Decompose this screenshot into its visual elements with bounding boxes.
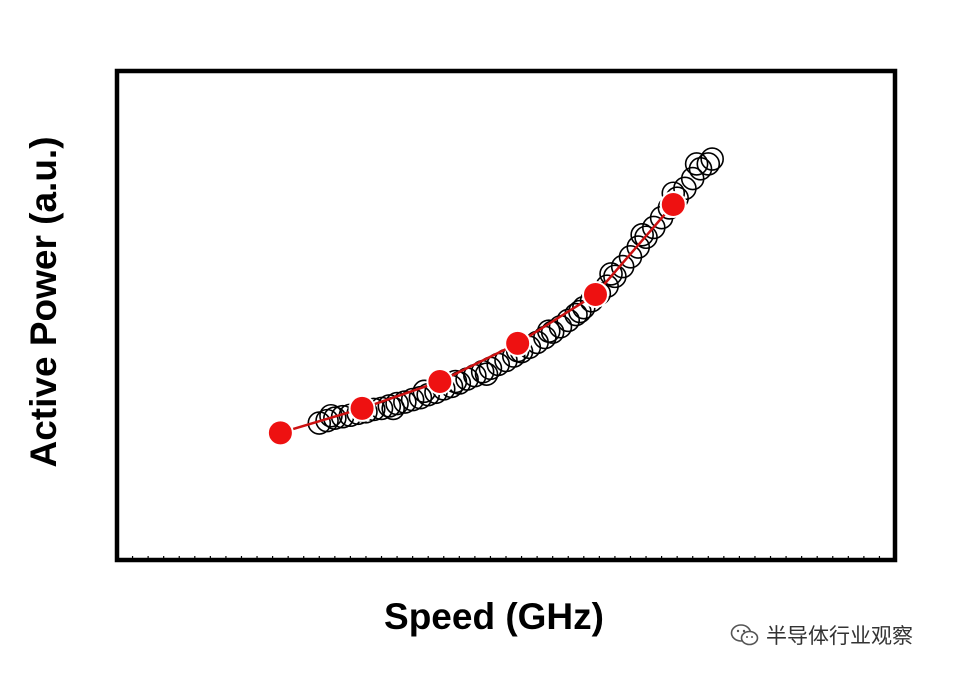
watermark: 半导体行业观察 [730, 620, 913, 650]
y-axis-label: Active Power (a.u.) [23, 136, 65, 467]
plot-frame [117, 71, 895, 560]
wechat-icon [730, 623, 760, 647]
model-point [350, 396, 375, 421]
model-point [427, 369, 452, 394]
x-axis-label: Speed (GHz) [384, 596, 604, 638]
watermark-text: 半导体行业观察 [766, 620, 913, 650]
model-point [268, 420, 293, 445]
model-point [505, 331, 530, 356]
model-point [583, 282, 608, 307]
model-point [661, 192, 686, 217]
